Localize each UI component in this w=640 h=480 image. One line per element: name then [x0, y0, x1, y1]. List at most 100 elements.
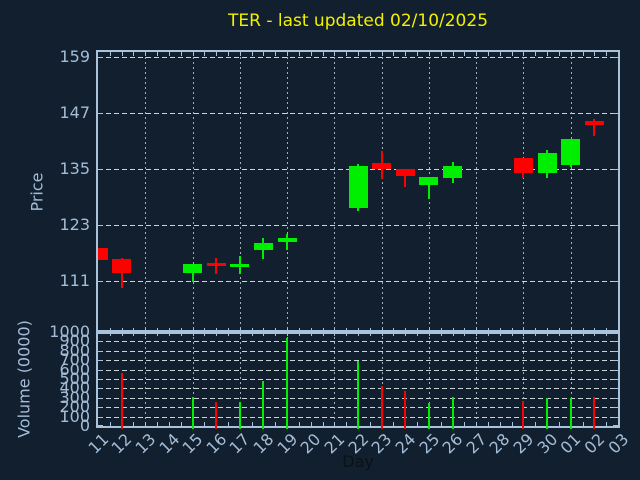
x-tick	[157, 52, 159, 56]
x-tick	[346, 52, 348, 56]
price-axis-label: Price	[27, 172, 47, 212]
price-vgridline	[287, 52, 289, 332]
price-vgridline	[192, 52, 194, 332]
price-tick	[98, 280, 103, 282]
volume-tick-label: 600	[59, 359, 90, 379]
x-tick	[168, 52, 170, 56]
volume-bar-day-26	[451, 396, 454, 429]
volume-tick-label: 500	[59, 369, 90, 388]
x-tick	[145, 422, 147, 426]
volume-bar-day-23	[380, 386, 383, 429]
volume-tick	[613, 341, 618, 343]
x-tick	[180, 52, 182, 56]
price-tick-label: 159	[59, 46, 90, 66]
price-vgridline	[523, 52, 525, 332]
volume-vgridline	[570, 332, 572, 426]
x-tick	[168, 332, 170, 336]
price-tick-label: 111	[59, 270, 90, 290]
x-tick	[216, 52, 218, 56]
price-vgridline	[476, 52, 478, 332]
x-tick	[476, 52, 478, 56]
volume-tick-label: 1000	[49, 322, 90, 341]
volume-tick	[98, 369, 103, 371]
x-tick	[275, 332, 277, 336]
volume-tick	[98, 360, 103, 362]
volume-tick-label: 400	[59, 378, 90, 398]
price-tick	[98, 56, 103, 58]
candle-body-day-30	[537, 152, 557, 174]
x-tick	[109, 332, 111, 336]
volume-tick	[98, 332, 103, 333]
x-tick	[594, 332, 596, 336]
x-tick	[606, 332, 608, 336]
x-tick	[228, 332, 229, 336]
volume-bar-day-25	[427, 402, 430, 429]
volume-tick	[613, 379, 618, 380]
volume-bar-day-19	[286, 337, 289, 429]
x-tick	[405, 332, 407, 336]
x-tick	[275, 422, 277, 426]
volume-vgridline	[428, 332, 430, 426]
x-tick	[192, 332, 194, 336]
volume-tick	[98, 425, 103, 426]
price-vgridline	[381, 52, 383, 332]
candle-body-day-23	[372, 162, 392, 170]
price-gridline	[98, 280, 618, 282]
volume-bar-day-30	[546, 397, 549, 429]
x-tick	[239, 52, 241, 56]
price-tick	[613, 56, 618, 58]
volume-tick	[98, 388, 103, 390]
x-tick	[582, 332, 584, 336]
volume-vgridline	[145, 332, 147, 426]
x-tick	[547, 52, 549, 56]
x-tick	[393, 52, 395, 56]
x-tick	[310, 422, 312, 426]
price-tick	[613, 224, 618, 226]
x-tick	[346, 422, 348, 426]
x-tick	[558, 332, 560, 336]
x-tick	[204, 332, 206, 336]
x-tick	[393, 332, 395, 336]
volume-bar-day-22	[357, 361, 359, 429]
x-tick	[417, 422, 419, 426]
x-tick	[499, 332, 501, 336]
volume-tick	[613, 360, 618, 362]
x-tick	[358, 52, 359, 56]
x-tick	[405, 52, 407, 56]
volume-tick	[613, 425, 618, 426]
volume-tick-label: 900	[59, 331, 90, 351]
x-tick	[570, 332, 572, 336]
candle-body-day-26	[443, 165, 463, 178]
x-tick	[251, 422, 253, 426]
x-tick	[523, 332, 525, 336]
x-tick	[594, 52, 596, 56]
volume-tick	[98, 379, 103, 380]
volume-gridline	[98, 341, 618, 343]
x-tick	[121, 332, 123, 336]
price-tick	[98, 112, 103, 114]
x-tick	[298, 332, 300, 336]
x-tick	[488, 422, 489, 426]
volume-tick	[613, 416, 618, 418]
x-tick	[582, 422, 584, 426]
volume-tick-label: 800	[59, 340, 90, 360]
price-gridline	[98, 56, 618, 58]
x-tick	[180, 332, 182, 336]
candle-body-day-18	[253, 243, 273, 250]
x-tick	[263, 332, 265, 336]
x-tick	[322, 332, 324, 336]
price-tick	[613, 168, 618, 170]
volume-tick-label: 100	[59, 406, 90, 426]
price-vgridline	[334, 52, 336, 332]
x-tick	[523, 52, 525, 56]
price-tick	[613, 112, 618, 114]
x-tick	[298, 52, 300, 56]
x-tick	[547, 332, 549, 336]
x-tick	[168, 422, 170, 426]
price-gridline	[98, 112, 618, 114]
x-tick	[287, 52, 289, 56]
volume-bar-day-15	[191, 396, 194, 429]
x-tick	[464, 52, 466, 56]
candle-body-day-29	[513, 158, 533, 173]
